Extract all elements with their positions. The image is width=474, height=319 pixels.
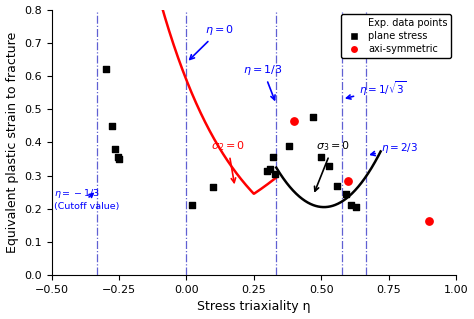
Point [310,115,317,120]
Y-axis label: Equivalent plastic strain to fracture: Equivalent plastic strain to fracture [6,32,18,253]
Point [102,67,109,72]
Point [334,183,341,188]
Point [291,118,298,123]
Text: $\eta = 2/3$: $\eta = 2/3$ [371,141,418,156]
Point [353,204,360,210]
Point [345,178,352,183]
Legend: Exp. data points, plane stress, axi-symmetric: Exp. data points, plane stress, axi-symm… [341,14,451,58]
Text: $\eta = 1/3$: $\eta = 1/3$ [243,63,283,100]
Point [272,171,279,176]
Text: $\eta = 1/\sqrt{3}$: $\eta = 1/\sqrt{3}$ [346,80,406,99]
Text: $\sigma_2 = 0$: $\sigma_2 = 0$ [211,139,245,182]
Point [109,123,116,128]
Point [326,163,333,168]
Point [269,155,276,160]
Point [114,155,121,160]
Point [264,168,271,173]
Point [285,143,293,148]
Point [188,203,196,208]
X-axis label: Stress triaxiality η: Stress triaxiality η [197,300,310,314]
Point [111,146,119,152]
Point [342,191,349,197]
Text: $\eta = -1/3$
(Cutoff value): $\eta = -1/3$ (Cutoff value) [55,187,119,211]
Point [347,203,355,208]
Point [318,155,325,160]
Text: $\eta = 0$: $\eta = 0$ [190,23,234,59]
Point [115,156,123,161]
Point [210,185,217,190]
Point [266,167,274,172]
Text: $\sigma_3 = 0$: $\sigma_3 = 0$ [315,139,350,191]
Point [425,219,433,224]
